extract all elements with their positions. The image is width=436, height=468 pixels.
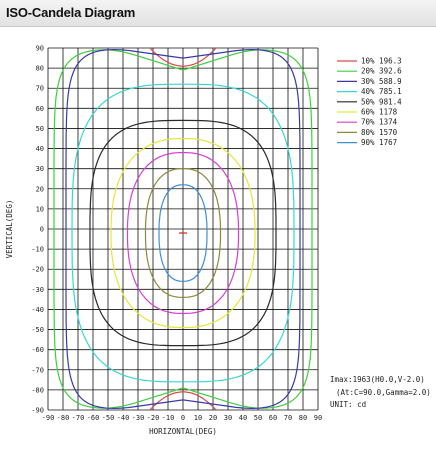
y-tick-label: -70 [31,366,44,374]
iso-candela-chart: -90 -80 -70 -60 -50 -40 -30 -20 -10 0 10 20 30 40 50 60… [5,45,431,437]
y-tick-label: 80 [36,65,44,73]
intensity-info: Imax:1963(H0.0,V-2.0) (At:C=90.0,Gamma=2… [330,375,431,409]
legend-entry: 20% 392.6 [361,67,402,76]
y-tick-label: -80 [31,386,44,394]
panel-title-bar: ISO-Candela Diagram [0,0,436,27]
imax-location-text: (At:C=90.0,Gamma=2.0) [336,388,431,397]
iso-curve-20 [53,49,313,409]
x-tick-label: 10 [194,414,202,422]
x-tick-label: -40 [117,414,130,422]
legend-entry: 50% 981.4 [361,97,402,106]
x-tick-label: -10 [162,414,175,422]
unit-text: UNIT: cd [330,400,366,409]
y-tick-label: 10 [36,205,44,213]
x-tick-labels: -90 -80 -70 -60 -50 -40 -30 -20 -10 0 10 20 30 40 50 60… [42,414,323,422]
y-tick-label: 0 [40,226,44,234]
x-tick-label: 60 [269,414,277,422]
x-tick-label: -80 [57,414,70,422]
iso-curve-10 [149,48,217,410]
x-tick-label: -50 [102,414,115,422]
x-tick-label: 30 [224,414,232,422]
y-tick-label: 90 [36,45,44,53]
iso-curve-60 [110,137,256,329]
y-tick-label: 50 [36,125,44,133]
x-tick-label: 40 [239,414,247,422]
chart-legend: 10% 196.320% 392.630% 588.940% 785.150% … [337,57,402,147]
x-tick-label: -20 [147,414,160,422]
legend-entry: 40% 785.1 [361,87,402,96]
y-tick-label: 70 [36,85,44,93]
iso-curve-90 [158,184,208,282]
x-tick-label: -30 [132,414,145,422]
x-tick-label: 80 [299,414,307,422]
y-axis-label: VERTICAL(DEG) [5,200,14,259]
panel-title: ISO-Candela Diagram [6,5,136,20]
y-tick-label: -20 [31,266,44,274]
iso-curve-70 [126,152,240,315]
legend-entry: 90% 1767 [361,138,397,147]
legend-entry: 30% 588.9 [361,77,402,86]
x-axis-label: HORIZONTAL(DEG) [149,427,217,436]
x-tick-label: 0 [181,414,185,422]
chart-curves [53,48,313,410]
legend-entry: 80% 1570 [361,128,398,137]
y-tick-label: -50 [31,326,44,334]
legend-entry: 70% 1374 [361,118,398,127]
chart-grid [47,47,319,411]
x-tick-label: -60 [87,414,100,422]
y-tick-label: 40 [36,145,44,153]
y-tick-label: 60 [36,105,44,113]
x-tick-label: 90 [314,414,322,422]
y-tick-label: 20 [36,185,44,193]
y-tick-labels: 90 80 70 60 50 40 30 20 10 0 -10 -20 -30 -40 -50 -60 -70… [31,45,44,415]
y-tick-label: 30 [36,165,44,173]
x-tick-label: -70 [72,414,85,422]
y-tick-label: -30 [31,286,44,294]
x-tick-label: 50 [254,414,262,422]
iso-curve-80 [144,168,222,299]
x-tick-label: 20 [209,414,217,422]
x-tick-label: 70 [284,414,292,422]
y-tick-label: -40 [31,306,44,314]
imax-text: Imax:1963(H0.0,V-2.0) [330,375,425,384]
y-tick-label: -60 [31,346,44,354]
legend-entry: 60% 1178 [361,108,398,117]
legend-entry: 10% 196.3 [361,57,402,66]
x-tick-label: -90 [42,414,55,422]
y-tick-label: -90 [31,407,44,415]
iso-curve-30 [65,48,301,410]
iso-curve-40 [71,83,295,383]
iso-curve-50 [89,119,277,347]
y-tick-label: -10 [31,246,44,254]
